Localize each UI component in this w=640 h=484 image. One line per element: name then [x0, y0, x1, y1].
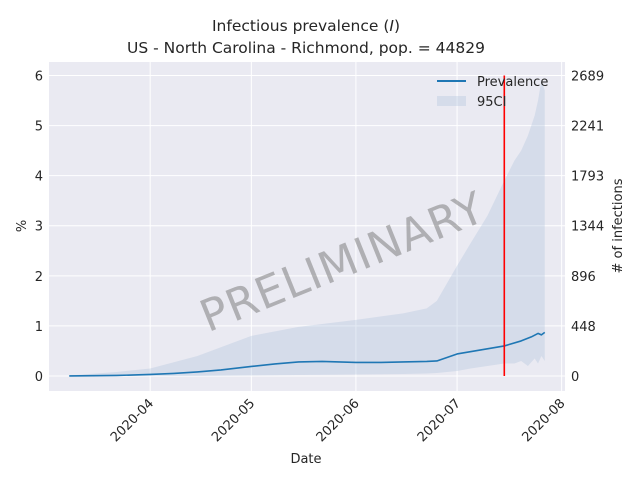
- y-tick-label-right: 896: [571, 270, 596, 285]
- y-axis-label-right: # of infections: [611, 178, 626, 273]
- y-tick-label-left: 4: [35, 170, 43, 185]
- y-tick-label-left: 2: [35, 270, 43, 285]
- y-tick-label-right: 448: [571, 320, 596, 335]
- legend-label-prevalence: Prevalence: [477, 75, 548, 90]
- y-tick-label-right: 1793: [571, 170, 604, 185]
- x-tick-label: 2020-05: [209, 396, 258, 445]
- x-tick-label: 2020-08: [519, 396, 568, 445]
- plot-area: [49, 62, 565, 391]
- y-tick-label-right: 0: [571, 370, 579, 385]
- y-axis-label-left: %: [15, 220, 30, 232]
- y-tick-label-left: 5: [35, 120, 43, 135]
- y-tick-label-right: 2689: [571, 70, 604, 85]
- y-tick-label-left: 6: [35, 70, 43, 85]
- x-tick-label: 2020-07: [415, 396, 464, 445]
- x-tick-label: 2020-06: [314, 396, 363, 445]
- chart-title-line2: US - North Carolina - Richmond, pop. = 4…: [127, 39, 485, 57]
- legend-label-ci: 95CI: [477, 95, 506, 110]
- x-tick-labels: 2020-04 2020-05 2020-06 2020-07 2020-08: [108, 396, 568, 445]
- y-tick-label-left: 1: [35, 320, 43, 335]
- y-tick-labels-right: 0 448 896 1344 1793 2241 2689: [571, 70, 604, 385]
- grid: [49, 62, 565, 391]
- legend-band-swatch: [437, 96, 466, 106]
- y-tick-label-right: 2241: [571, 120, 604, 135]
- y-tick-labels-left: 0 1 2 3 4 5 6: [35, 70, 43, 385]
- y-tick-label-left: 3: [35, 220, 43, 235]
- chart-title-line1: Infectious prevalence (I): [212, 17, 400, 35]
- y-tick-label-left: 0: [35, 370, 43, 385]
- x-tick-label: 2020-04: [108, 396, 157, 445]
- y-tick-label-right: 1344: [571, 220, 604, 235]
- x-axis-label: Date: [290, 452, 321, 467]
- legend: Prevalence 95CI: [437, 75, 548, 110]
- prevalence-line: [69, 331, 546, 377]
- prevalence-line-layer: [69, 331, 546, 377]
